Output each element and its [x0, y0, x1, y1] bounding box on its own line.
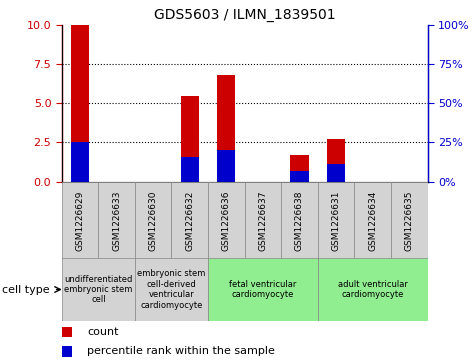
Text: embryonic stem
cell-derived
ventricular
cardiomyocyte: embryonic stem cell-derived ventricular …	[137, 269, 206, 310]
Bar	[327, 164, 345, 182]
Bar	[318, 258, 428, 321]
Text: GSM1226638: GSM1226638	[295, 190, 304, 251]
Text: adult ventricular
cardiomyocyte: adult ventricular cardiomyocyte	[338, 280, 408, 299]
Text: GSM1226630: GSM1226630	[149, 190, 158, 251]
Text: cell type: cell type	[2, 285, 50, 295]
Bar	[208, 258, 318, 321]
Bar	[318, 182, 354, 260]
Text: percentile rank within the sample: percentile rank within the sample	[87, 346, 275, 356]
Text: undifferentiated
embryonic stem
cell: undifferentiated embryonic stem cell	[64, 274, 133, 305]
Bar	[98, 182, 135, 260]
Bar	[71, 143, 89, 182]
Bar	[62, 258, 135, 321]
Text: GSM1226636: GSM1226636	[222, 190, 231, 251]
Bar	[180, 96, 199, 182]
Bar	[62, 346, 72, 357]
Bar	[290, 171, 309, 182]
Text: GSM1226633: GSM1226633	[112, 190, 121, 251]
Bar	[245, 182, 281, 260]
Bar	[217, 76, 236, 182]
Text: GSM1226629: GSM1226629	[76, 190, 85, 251]
Text: GSM1226635: GSM1226635	[405, 190, 414, 251]
Bar	[135, 182, 171, 260]
Text: count: count	[87, 327, 119, 337]
Text: GSM1226631: GSM1226631	[332, 190, 341, 251]
Bar	[62, 327, 72, 337]
Bar	[354, 182, 391, 260]
Bar	[208, 182, 245, 260]
Text: GSM1226637: GSM1226637	[258, 190, 267, 251]
Bar	[327, 139, 345, 182]
Bar	[180, 156, 199, 182]
Bar	[281, 182, 318, 260]
Title: GDS5603 / ILMN_1839501: GDS5603 / ILMN_1839501	[154, 8, 335, 22]
Text: GSM1226632: GSM1226632	[185, 190, 194, 251]
Bar	[290, 155, 309, 182]
Bar	[71, 25, 89, 182]
Bar	[391, 182, 428, 260]
Bar	[171, 182, 208, 260]
Text: fetal ventricular
cardiomyocyte: fetal ventricular cardiomyocyte	[229, 280, 296, 299]
Bar	[62, 182, 98, 260]
Bar	[217, 150, 236, 182]
Bar	[135, 258, 208, 321]
Text: GSM1226634: GSM1226634	[368, 190, 377, 251]
